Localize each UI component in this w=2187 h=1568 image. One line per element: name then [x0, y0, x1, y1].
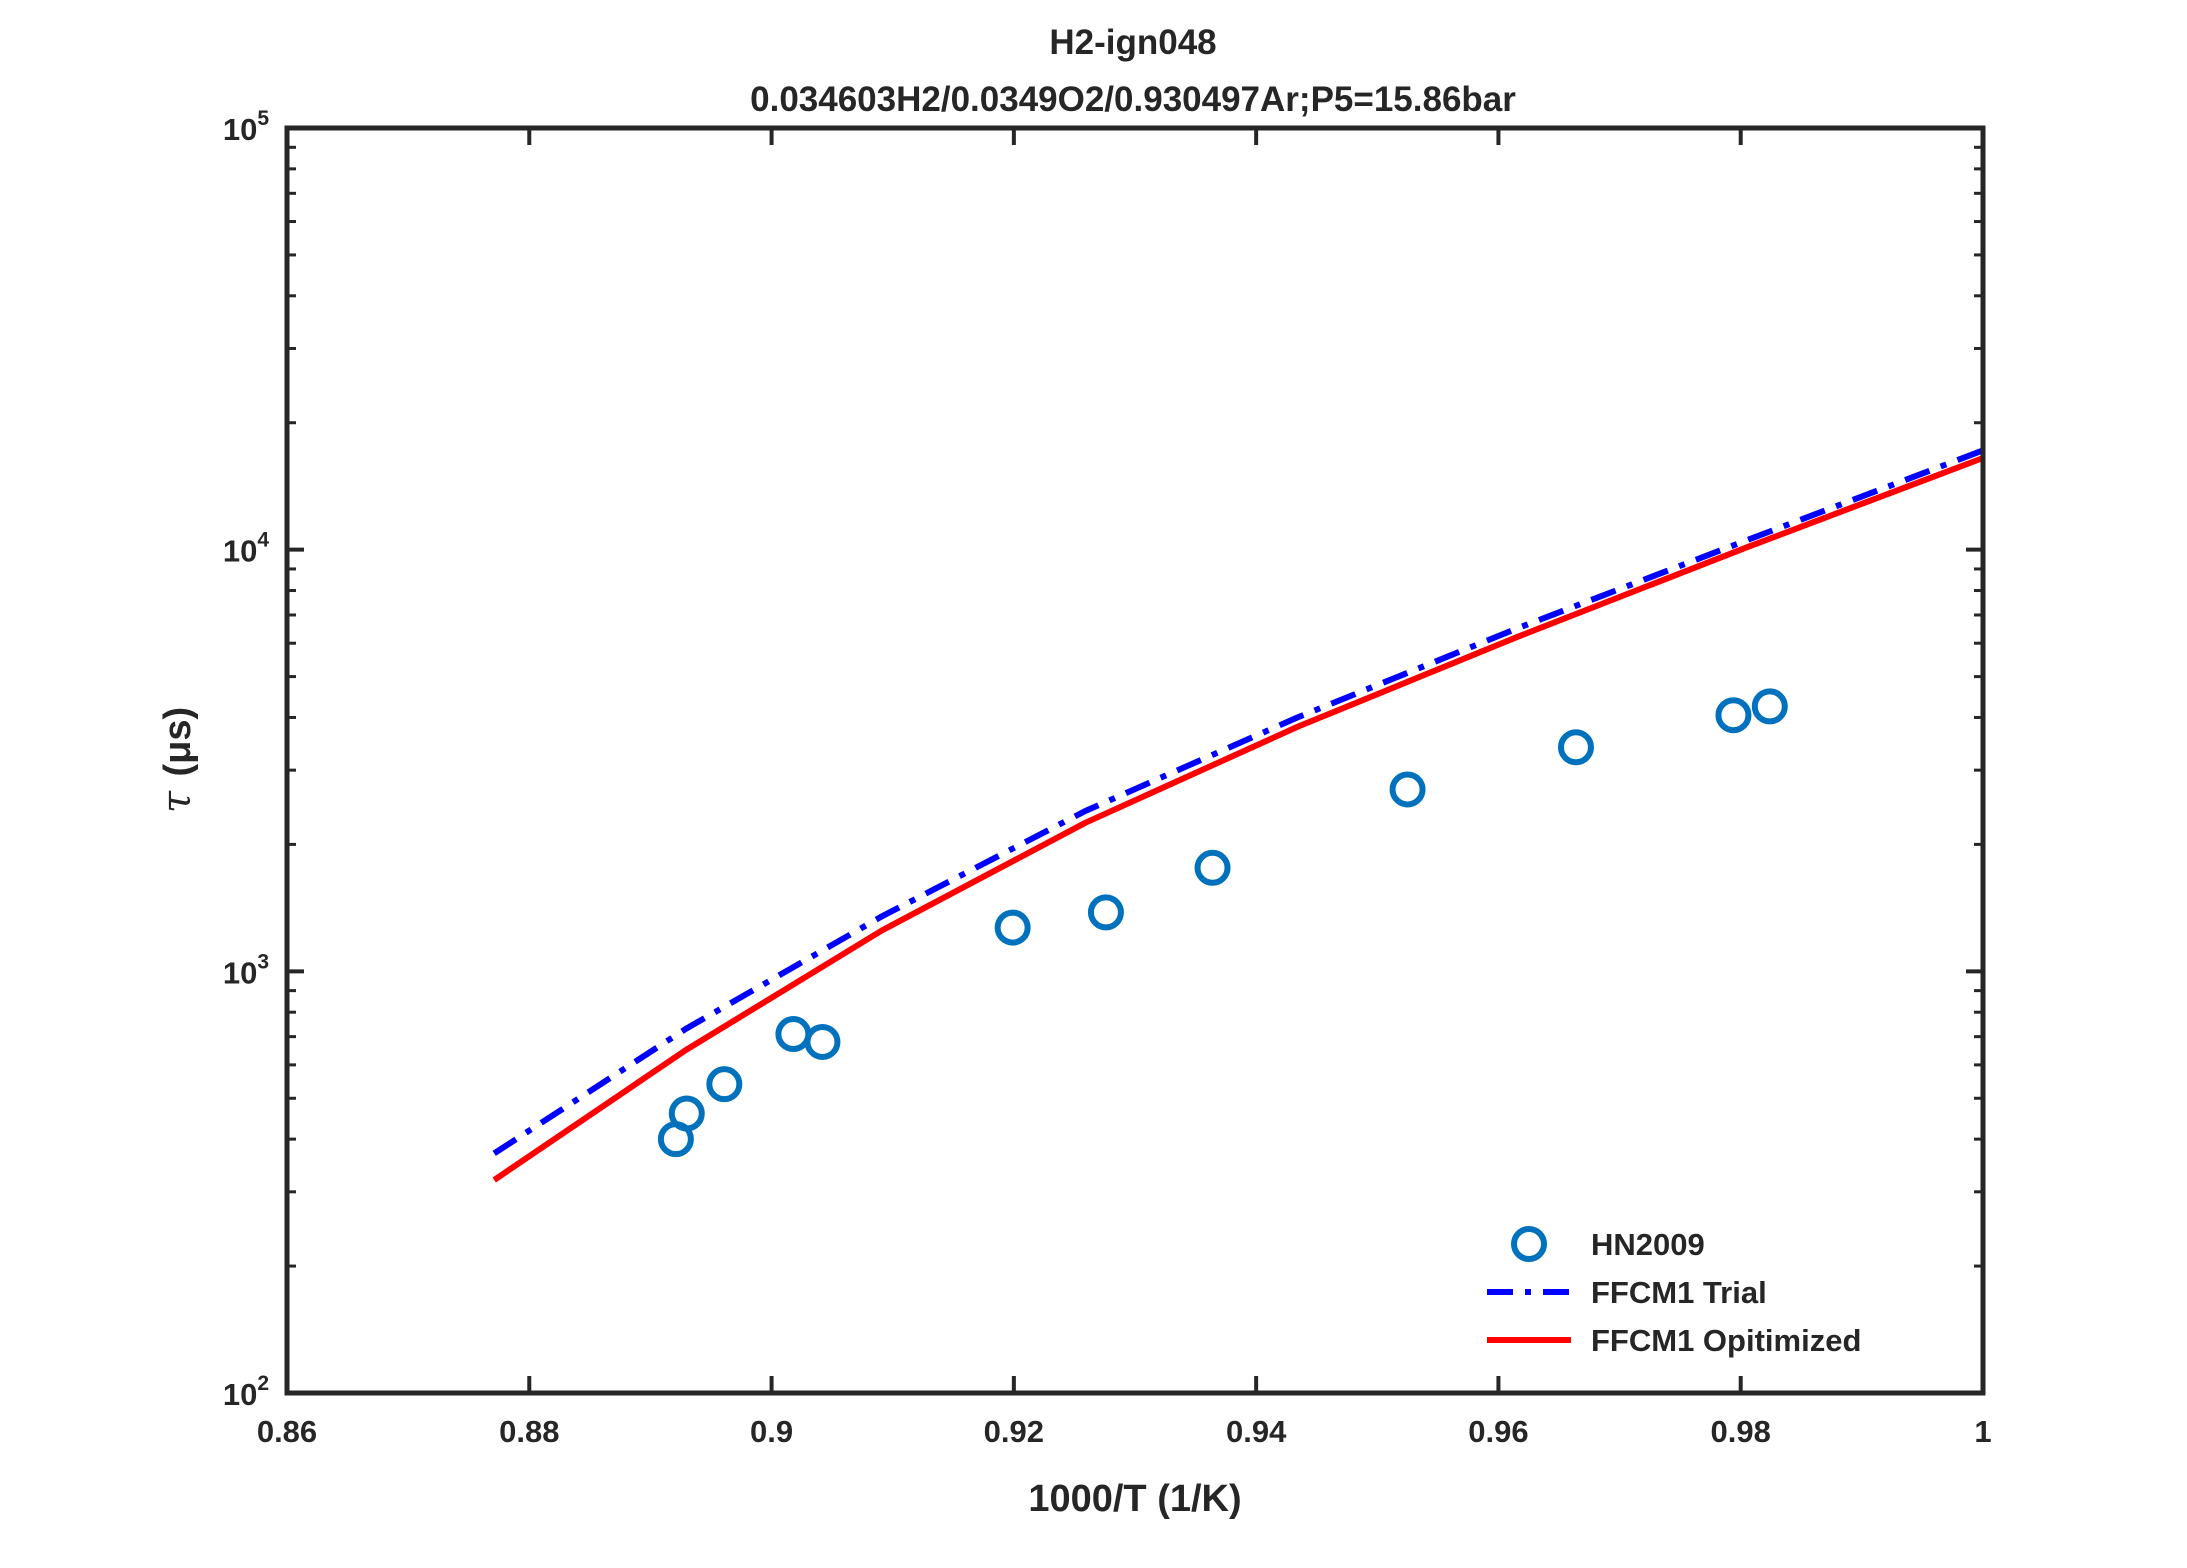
- y-axis-label: τ (μs): [154, 707, 200, 813]
- data-point: [1389, 771, 1426, 808]
- y-tick-label-base: 10: [223, 534, 257, 569]
- y-tick-label-base: 10: [223, 112, 257, 147]
- x-axis-label: 1000/T (1/K): [1028, 1478, 1241, 1520]
- legend: HN2009 FFCM1 Trial FFCM1 Opitimized: [1487, 1226, 1861, 1358]
- x-tick-label: 0.86: [257, 1414, 317, 1449]
- plot-area: [492, 447, 1985, 1183]
- data-point: [668, 1095, 705, 1132]
- series-line-2: [492, 455, 1985, 1183]
- x-tick-label: 1: [1974, 1414, 1991, 1449]
- x-tick-label: 0.9: [750, 1414, 793, 1449]
- y-tick-label-exponent: 5: [257, 107, 269, 130]
- y-tick-label-exponent: 2: [257, 1372, 269, 1395]
- legend-label-0: HN2009: [1591, 1227, 1705, 1262]
- legend-label-2: FFCM1 Opitimized: [1591, 1323, 1861, 1358]
- y-tick-label: 102: [223, 1372, 269, 1412]
- data-point: [994, 909, 1031, 946]
- y-axis-label-symbol: τ: [154, 790, 200, 813]
- x-tick-label: 0.88: [499, 1414, 559, 1449]
- y-axis-label-unit: (μs): [157, 707, 199, 777]
- data-point: [706, 1066, 743, 1103]
- data-point: [804, 1023, 841, 1060]
- legend-marker-0: [1511, 1226, 1547, 1262]
- y-tick-label: 104: [223, 529, 269, 569]
- y-tick-label-base: 10: [223, 955, 257, 990]
- data-point: [1751, 688, 1788, 725]
- series-line-1: [492, 447, 1985, 1156]
- data-point: [1557, 729, 1594, 766]
- legend-label-1: FFCM1 Trial: [1591, 1275, 1767, 1310]
- x-tick-label: 0.96: [1468, 1414, 1528, 1449]
- x-tick-label: 0.94: [1226, 1414, 1287, 1449]
- y-tick-label-exponent: 3: [257, 950, 269, 973]
- plot-frame: [284, 125, 1986, 1396]
- chart-title: H2-ign048: [1049, 23, 1216, 62]
- data-point: [1194, 849, 1231, 886]
- data-point: [1087, 894, 1124, 931]
- y-tick-label: 103: [223, 950, 269, 990]
- x-tick-label: 0.92: [984, 1414, 1044, 1449]
- chart-subtitle: 0.034603H2/0.0349O2/0.930497Ar;P5=15.86b…: [750, 80, 1516, 119]
- y-tick-label-exponent: 4: [257, 529, 269, 552]
- x-tick-label: 0.98: [1711, 1414, 1771, 1449]
- data-point: [1715, 697, 1752, 734]
- y-tick-label-base: 10: [223, 1377, 257, 1412]
- y-tick-label: 105: [223, 107, 269, 147]
